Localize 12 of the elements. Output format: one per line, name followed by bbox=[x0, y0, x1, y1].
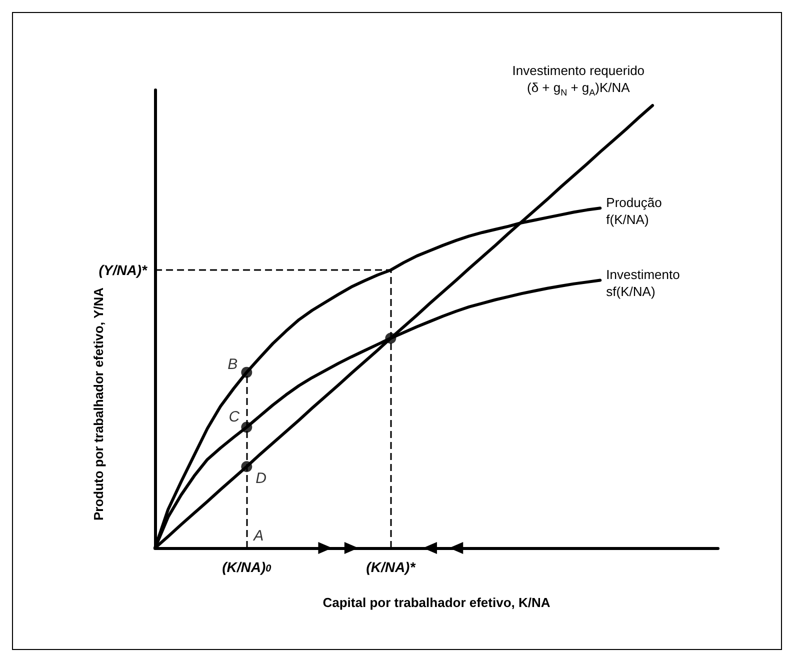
x-axis-title: Capital por trabalhador efetivo, K/NA bbox=[322, 595, 551, 610]
annotation: C bbox=[228, 408, 240, 426]
ref-line-label: (Y/NA)* bbox=[98, 262, 148, 278]
x-tick-label: (K/NA)* bbox=[366, 559, 416, 575]
series-label: Investimento sf(K/NA) bbox=[606, 266, 680, 300]
annotation: D bbox=[256, 470, 267, 488]
series-label: Produção f(K/NA) bbox=[606, 194, 662, 228]
series-label: Investimento requerido (δ + g$_{N}$ + g$_{A}$)K/NA bbox=[512, 62, 645, 100]
x-tick-label: (K/NA)0 bbox=[222, 559, 272, 575]
y-axis-title: Produto por trabalhador efetivo, Y/NA bbox=[91, 286, 106, 521]
annotation: B bbox=[228, 356, 238, 373]
annotation: A bbox=[252, 528, 264, 544]
